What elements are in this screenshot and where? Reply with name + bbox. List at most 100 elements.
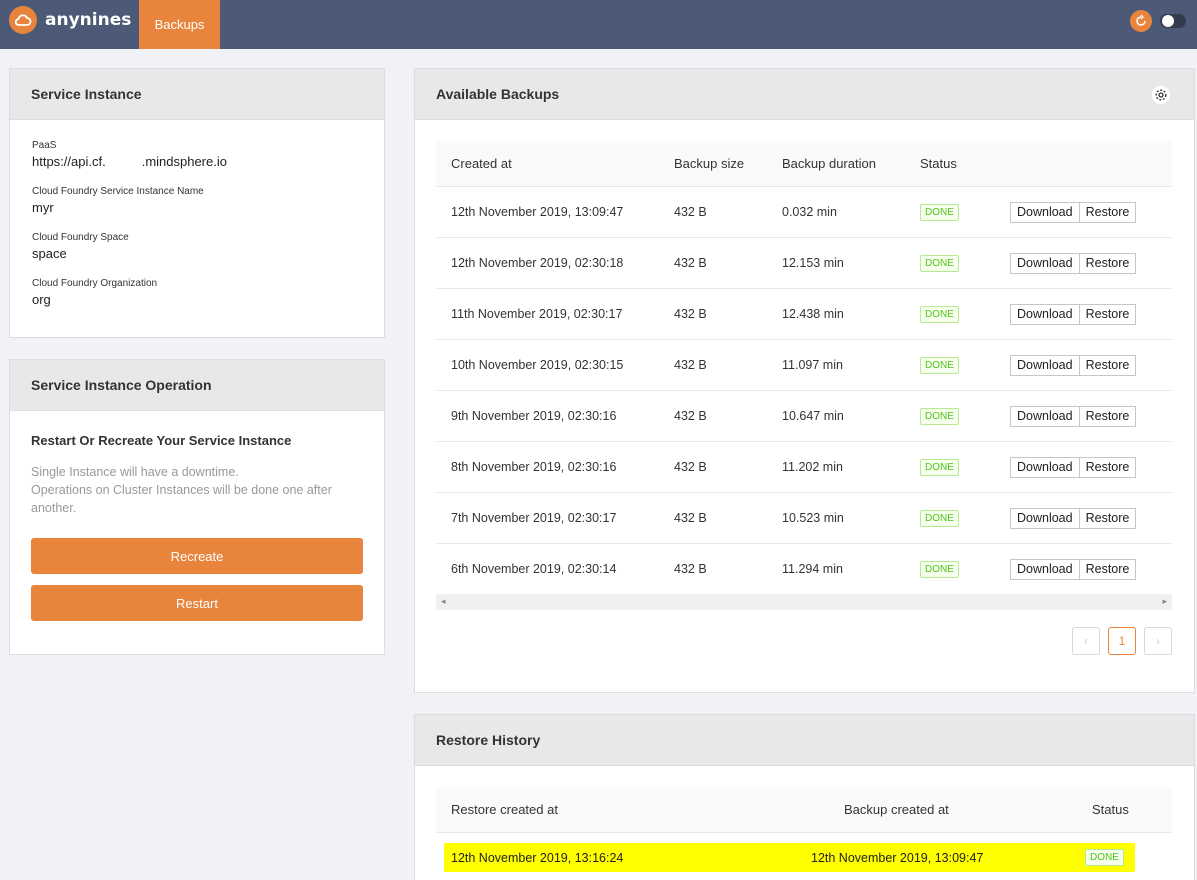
service-instance-card: Service Instance PaaS https://api.cf. .mi…	[9, 68, 385, 338]
duration-cell: 12.438 min	[782, 307, 844, 321]
row-actions: Download Restore	[1010, 354, 1137, 376]
size-cell: 432 B	[674, 205, 707, 219]
table-row: 12th November 2019, 02:30:18 432 B 12.153 …	[436, 238, 1172, 289]
theme-toggle[interactable]	[1160, 14, 1186, 28]
status-badge: DONE	[920, 356, 959, 374]
operation-card: Service Instance Operation Restart Or Re…	[9, 359, 385, 655]
operation-description: Single Instance will have a downtime. Op…	[31, 463, 363, 517]
backups-title-text: Available Backups	[436, 86, 560, 102]
operation-subtitle: Restart Or Recreate Your Service Instanc…	[31, 433, 292, 448]
instance-name-label: Cloud Foundry Service Instance Name	[32, 186, 204, 197]
row-actions: Download Restore	[1010, 558, 1137, 580]
status-badge: DONE	[920, 560, 959, 578]
pagination-page-1[interactable]: 1	[1108, 627, 1136, 655]
service-instance-title: Service Instance	[10, 69, 384, 120]
row-actions: Download Restore	[1010, 303, 1137, 325]
brand-logo[interactable]: anynines	[9, 6, 131, 34]
download-button[interactable]: Download	[1010, 558, 1080, 580]
restore-button[interactable]: Restore	[1079, 303, 1137, 325]
nav-tab-backups[interactable]: Backups	[139, 0, 220, 49]
restore-button[interactable]: Restore	[1079, 558, 1137, 580]
gear-icon[interactable]	[1152, 86, 1170, 104]
top-bar: anynines Backups	[0, 0, 1197, 49]
download-button[interactable]: Download	[1010, 456, 1080, 478]
instance-name-value: myr	[32, 200, 54, 215]
row-actions: Download Restore	[1010, 507, 1137, 529]
duration-cell: 11.097 min	[782, 358, 843, 372]
org-label: Cloud Foundry Organization	[32, 278, 158, 289]
recreate-button[interactable]: Recreate	[31, 538, 363, 574]
restore-button[interactable]: Restore	[1079, 354, 1137, 376]
status-badge: DONE	[920, 305, 959, 323]
created-cell: 7th November 2019, 02:30:17	[451, 511, 617, 525]
col-created: Created at	[451, 156, 512, 171]
created-cell: 11th November 2019, 02:30:17	[451, 307, 623, 321]
created-cell: 10th November 2019, 02:30:15	[451, 358, 624, 372]
download-button[interactable]: Download	[1010, 354, 1080, 376]
operation-title: Service Instance Operation	[10, 360, 384, 411]
cloud-icon	[9, 6, 37, 34]
created-cell: 12th November 2019, 13:09:47	[451, 205, 624, 219]
restore-button[interactable]: Restore	[1079, 201, 1137, 223]
table-row: 12th November 2019, 13:09:47 432 B 0.032 m…	[436, 187, 1172, 238]
col-status: Status	[920, 156, 957, 171]
status-badge: DONE	[920, 407, 959, 425]
toggle-knob	[1162, 15, 1174, 27]
size-cell: 432 B	[674, 409, 707, 423]
size-cell: 432 B	[674, 307, 707, 321]
status-badge: DONE	[920, 203, 959, 221]
paas-value: https://api.cf. .mindsphere.io	[32, 154, 362, 169]
table-row: 7th November 2019, 02:30:17 432 B 10.523 m…	[436, 493, 1172, 544]
col-restore-status: Status	[1092, 802, 1129, 817]
restore-button[interactable]: Restore	[1079, 456, 1137, 478]
scroll-left-icon[interactable]: ◂	[441, 596, 446, 606]
download-button[interactable]: Download	[1010, 201, 1080, 223]
restore-button[interactable]: Restore	[1079, 252, 1137, 274]
duration-cell: 10.523 min	[782, 511, 844, 525]
paas-label: PaaS	[32, 140, 57, 151]
download-button[interactable]: Download	[1010, 252, 1080, 274]
restore-history-card: Restore History Restore created at Backu…	[414, 714, 1195, 880]
col-size: Backup size	[674, 156, 745, 171]
status-badge: DONE	[920, 509, 959, 527]
size-cell: 432 B	[674, 460, 707, 474]
restore-button[interactable]: Restore	[1079, 507, 1137, 529]
duration-cell: 12.153 min	[782, 256, 844, 270]
duration-cell: 0.032 min	[782, 205, 837, 219]
backups-table: Created at Backup size Backup duration S…	[436, 141, 1172, 595]
duration-cell: 10.647 min	[782, 409, 844, 423]
duration-cell: 11.202 min	[782, 460, 843, 474]
backups-table-header: Created at Backup size Backup duration S…	[436, 141, 1172, 187]
restore-button[interactable]: Restore	[1079, 405, 1137, 427]
download-button[interactable]: Download	[1010, 405, 1080, 427]
size-cell: 432 B	[674, 256, 707, 270]
size-cell: 432 B	[674, 358, 707, 372]
backups-title: Available Backups	[415, 69, 1194, 120]
restore-created-cell: 12th November 2019, 13:16:24	[451, 850, 624, 865]
paas-value-suffix: .mindsphere.io	[141, 154, 227, 169]
table-horizontal-scrollbar[interactable]: ◂ ▸	[436, 594, 1172, 610]
pagination-prev[interactable]: ‹	[1072, 627, 1100, 655]
table-row: 8th November 2019, 02:30:16 432 B 11.202 m…	[436, 442, 1172, 493]
download-button[interactable]: Download	[1010, 303, 1080, 325]
status-badge: DONE	[920, 458, 959, 476]
space-label: Cloud Foundry Space	[32, 232, 129, 243]
table-row: 12th November 2019, 13:16:24 12th Novemb…	[444, 843, 1135, 872]
download-button[interactable]: Download	[1010, 507, 1080, 529]
duration-cell: 11.294 min	[782, 562, 843, 576]
created-cell: 6th November 2019, 02:30:14	[451, 562, 617, 576]
restart-button[interactable]: Restart	[31, 585, 363, 621]
col-duration: Backup duration	[782, 156, 876, 171]
scroll-right-icon[interactable]: ▸	[1162, 596, 1167, 606]
operation-desc-line2: Operations on Cluster Instances will be …	[31, 483, 332, 515]
col-backup-created: Backup created at	[844, 802, 949, 817]
paas-value-prefix: https://api.cf.	[32, 154, 106, 169]
pagination-next[interactable]: ›	[1144, 627, 1172, 655]
refresh-icon[interactable]	[1130, 10, 1152, 32]
table-row: 10th November 2019, 02:30:15 432 B 11.097 …	[436, 340, 1172, 391]
backup-created-cell: 12th November 2019, 13:09:47	[811, 850, 984, 865]
row-actions: Download Restore	[1010, 405, 1137, 427]
created-cell: 9th November 2019, 02:30:16	[451, 409, 617, 423]
row-actions: Download Restore	[1010, 456, 1137, 478]
backups-card: Available Backups Created at Backup size…	[414, 68, 1195, 693]
